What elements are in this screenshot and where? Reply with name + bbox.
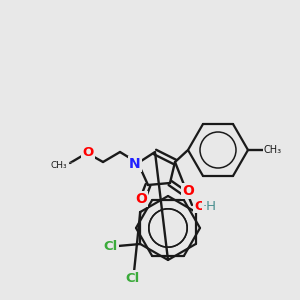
Text: O: O [182,184,194,198]
Text: O: O [194,200,205,212]
Text: O: O [82,146,94,158]
Text: Cl: Cl [126,272,140,284]
Text: CH₃: CH₃ [50,160,67,169]
Text: ·H: ·H [203,200,217,212]
Text: methoxy: methoxy [68,162,74,163]
Text: Cl: Cl [104,241,118,254]
Text: N: N [129,157,141,171]
Text: CH₃: CH₃ [264,145,282,155]
Text: O: O [135,192,147,206]
Text: methoxy: methoxy [63,164,69,165]
